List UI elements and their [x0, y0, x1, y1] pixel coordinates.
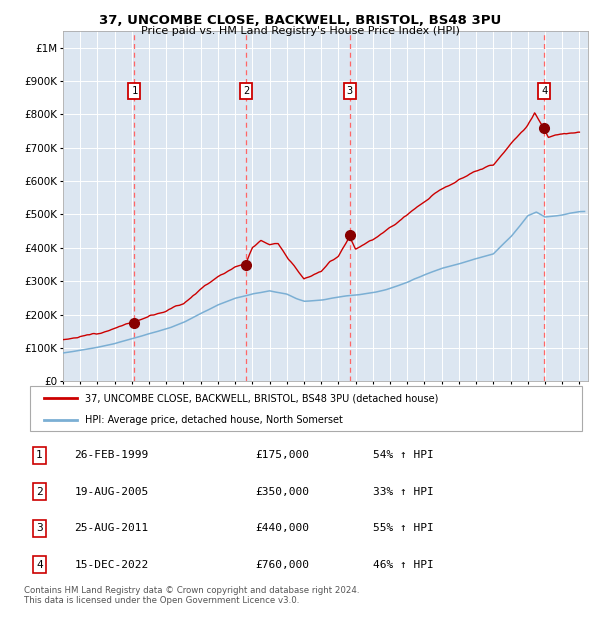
Text: 1: 1: [131, 86, 137, 96]
Text: 55% ↑ HPI: 55% ↑ HPI: [373, 523, 434, 533]
Text: 37, UNCOMBE CLOSE, BACKWELL, BRISTOL, BS48 3PU: 37, UNCOMBE CLOSE, BACKWELL, BRISTOL, BS…: [99, 14, 501, 27]
Text: £350,000: £350,000: [255, 487, 309, 497]
Text: £760,000: £760,000: [255, 560, 309, 570]
Text: 1: 1: [36, 450, 43, 460]
FancyBboxPatch shape: [30, 386, 582, 431]
Text: 4: 4: [36, 560, 43, 570]
Text: 26-FEB-1999: 26-FEB-1999: [74, 450, 149, 460]
Text: Price paid vs. HM Land Registry's House Price Index (HPI): Price paid vs. HM Land Registry's House …: [140, 26, 460, 36]
Text: HPI: Average price, detached house, North Somerset: HPI: Average price, detached house, Nort…: [85, 415, 343, 425]
Text: 2: 2: [36, 487, 43, 497]
Text: £440,000: £440,000: [255, 523, 309, 533]
Text: 3: 3: [346, 86, 353, 96]
Text: 3: 3: [36, 523, 43, 533]
Text: 37, UNCOMBE CLOSE, BACKWELL, BRISTOL, BS48 3PU (detached house): 37, UNCOMBE CLOSE, BACKWELL, BRISTOL, BS…: [85, 393, 439, 404]
Text: 54% ↑ HPI: 54% ↑ HPI: [373, 450, 434, 460]
Text: 4: 4: [541, 86, 547, 96]
Text: 19-AUG-2005: 19-AUG-2005: [74, 487, 149, 497]
Text: Contains HM Land Registry data © Crown copyright and database right 2024.
This d: Contains HM Land Registry data © Crown c…: [24, 586, 359, 605]
Text: 15-DEC-2022: 15-DEC-2022: [74, 560, 149, 570]
Text: 25-AUG-2011: 25-AUG-2011: [74, 523, 149, 533]
Text: 2: 2: [243, 86, 249, 96]
Text: 33% ↑ HPI: 33% ↑ HPI: [373, 487, 434, 497]
Text: 46% ↑ HPI: 46% ↑ HPI: [373, 560, 434, 570]
Text: £175,000: £175,000: [255, 450, 309, 460]
